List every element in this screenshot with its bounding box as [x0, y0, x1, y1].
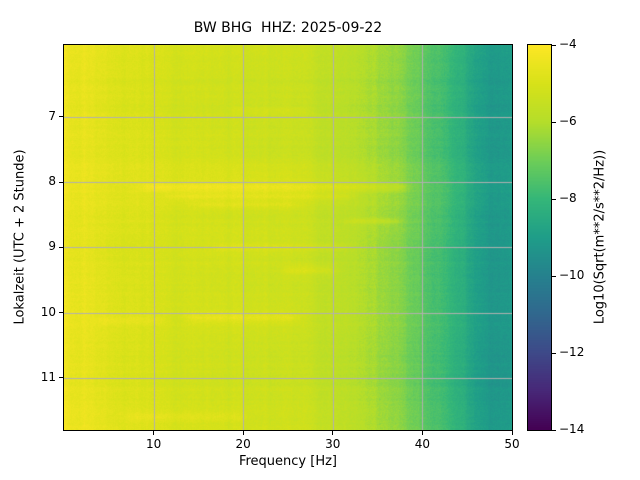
- plot-frame: [63, 44, 513, 431]
- y-tick-label: 10: [40, 304, 56, 319]
- y-tick-mark: [59, 312, 63, 314]
- colorbar-tick-mark: [552, 44, 556, 46]
- colorbar-tick-label: −4: [559, 37, 577, 51]
- y-tick-label: 7: [48, 108, 56, 123]
- colorbar-tick-label: −10: [559, 268, 585, 282]
- colorbar-tick-label: −6: [559, 114, 577, 128]
- colorbar-tick-mark: [552, 352, 556, 354]
- x-tick-label: 30: [325, 437, 341, 451]
- colorbar-tick-label: −14: [559, 422, 585, 436]
- colorbar-tick-mark: [552, 275, 556, 277]
- x-tick-mark: [421, 431, 423, 435]
- y-tick-mark: [59, 181, 63, 183]
- y-tick-mark: [59, 116, 63, 118]
- x-tick-mark: [242, 431, 244, 435]
- spectrogram-heatmap: [64, 45, 512, 430]
- x-tick-mark: [332, 431, 334, 435]
- x-axis-label: Frequency [Hz]: [238, 454, 338, 469]
- colorbar-tick-label: −8: [559, 191, 577, 205]
- x-tick-label: 20: [235, 437, 251, 451]
- y-tick-label: 11: [40, 369, 56, 384]
- colorbar-label: Log10(Sqrt(m**2/s**2/Hz)): [592, 149, 608, 325]
- colorbar-frame: [527, 44, 552, 431]
- x-tick-label: 40: [414, 437, 431, 451]
- colorbar-gradient: [528, 45, 551, 430]
- y-axis-label: Lokalzeit (UTC + 2 Stunde): [12, 149, 28, 325]
- y-tick-mark: [59, 246, 63, 248]
- x-tick-mark: [153, 431, 155, 435]
- x-tick-label: 10: [145, 437, 162, 451]
- colorbar-tick-mark: [552, 121, 556, 123]
- colorbar-tick-label: −12: [559, 345, 585, 359]
- y-tick-label: 9: [48, 239, 56, 254]
- y-tick-label: 8: [48, 174, 56, 189]
- x-tick-mark: [511, 431, 513, 435]
- y-tick-mark: [59, 377, 63, 379]
- colorbar-tick-mark: [552, 198, 556, 200]
- colorbar-tick-mark: [552, 429, 556, 431]
- chart-title: BW BHG HHZ: 2025-09-22: [193, 20, 383, 36]
- x-tick-label: 50: [504, 437, 520, 451]
